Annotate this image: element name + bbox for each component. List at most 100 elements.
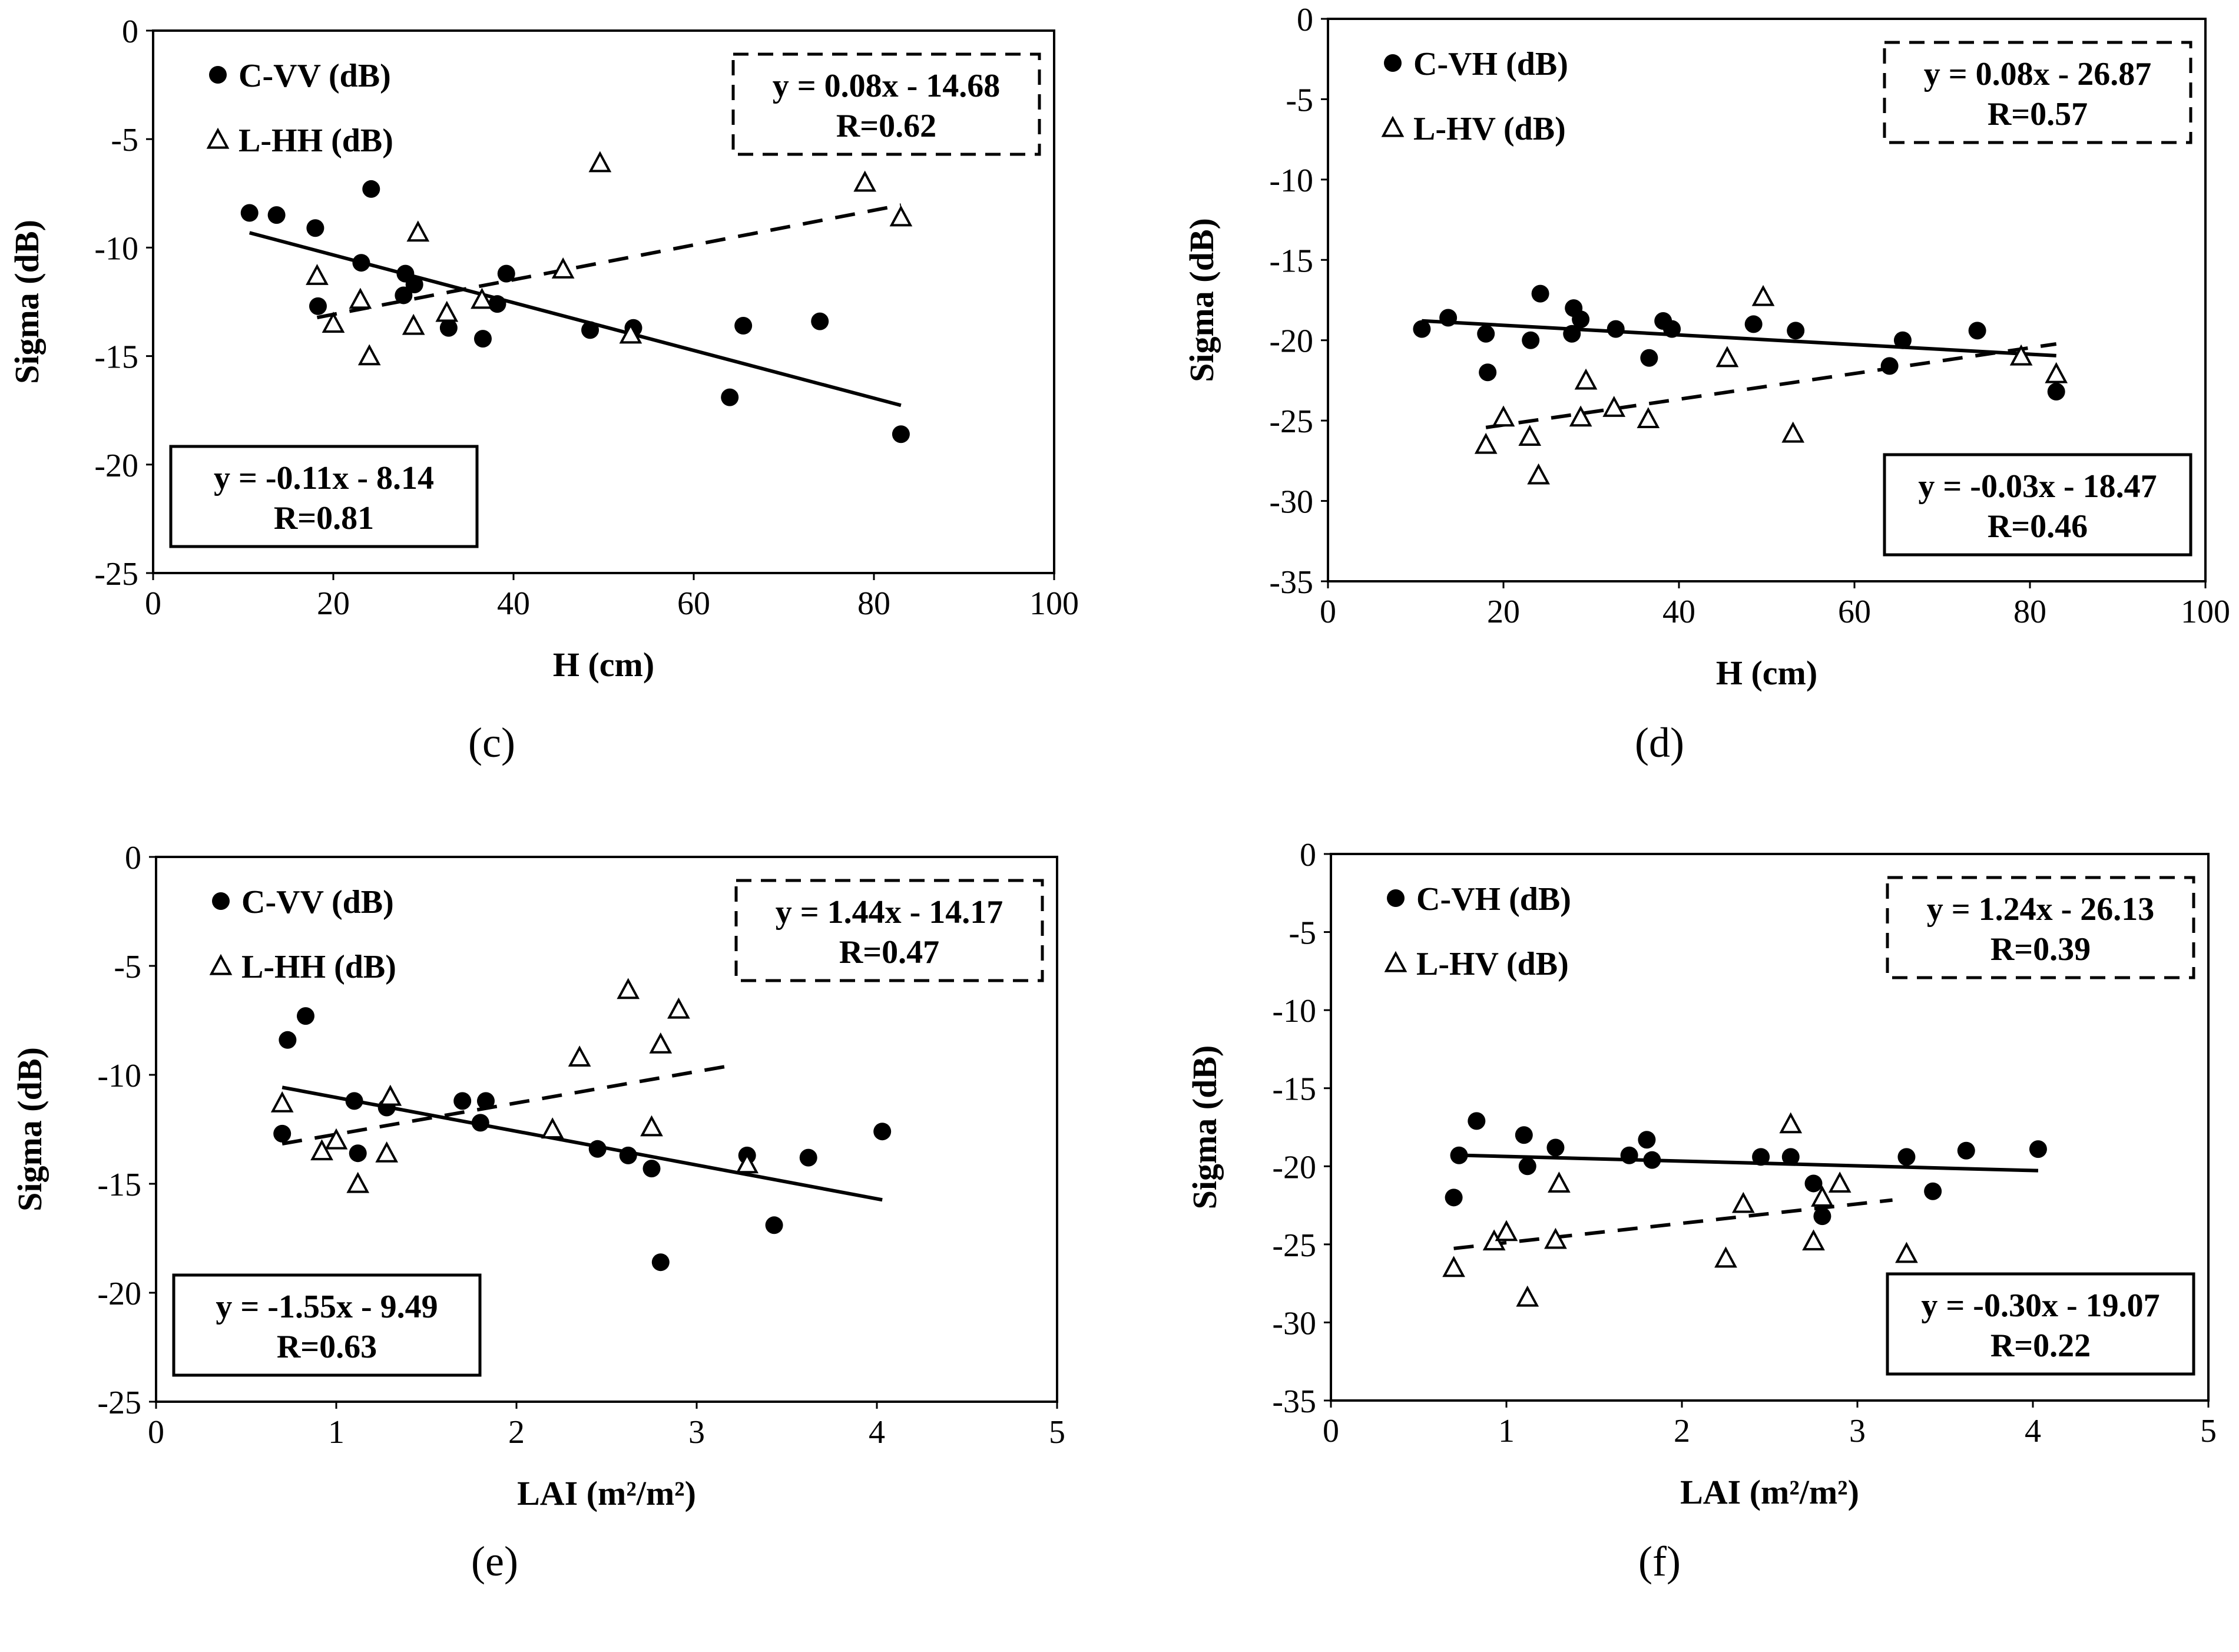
x-tick-label: 3 [1849, 1413, 1866, 1449]
data-point-circle [1477, 325, 1495, 343]
y-tick-label: -10 [94, 230, 138, 267]
data-point-circle [473, 330, 492, 348]
legend-label: C-VH (dB) [1413, 46, 1568, 82]
y-tick-label: -15 [97, 1167, 141, 1203]
data-point-triangle [736, 1152, 759, 1174]
data-point-triangle [406, 220, 430, 242]
y-tick-label: -5 [111, 122, 138, 158]
data-point-triangle [375, 1141, 399, 1163]
data-point-triangle [324, 1128, 348, 1150]
correlation-r: R=0.63 [277, 1329, 377, 1365]
data-point-triangle [568, 1045, 591, 1067]
data-point-triangle [1544, 1227, 1567, 1249]
y-tick-label: -5 [114, 949, 141, 985]
equation-box [731, 52, 1041, 156]
trend-line-dashed [1453, 1198, 1893, 1250]
y-axis-label: Sigma (dB) [8, 220, 46, 384]
data-point-triangle [379, 1084, 402, 1106]
data-point-circle [439, 319, 458, 337]
x-tick-label: 2 [1674, 1413, 1690, 1449]
x-tick-label: 4 [2025, 1413, 2041, 1449]
y-axis-label: Sigma (dB) [1185, 1045, 1224, 1210]
data-point-triangle [1751, 284, 1775, 306]
legend-marker [209, 66, 227, 84]
legend-marker [1387, 889, 1405, 907]
data-point-triangle [1574, 368, 1598, 390]
y-tick-label: -5 [1289, 915, 1316, 952]
data-point-circle [1479, 363, 1497, 382]
data-point-circle [405, 276, 423, 294]
legend-marker [206, 127, 230, 149]
y-tick-label: 0 [1297, 2, 1313, 38]
panel-caption: (e) [471, 1538, 518, 1585]
data-point-circle [497, 264, 515, 283]
correlation-r: R=0.47 [839, 934, 939, 971]
data-point-circle [267, 206, 286, 224]
legend-marker [209, 954, 233, 975]
legend-marker [1381, 115, 1405, 137]
data-point-triangle [1492, 405, 1515, 427]
data-point-circle [1638, 1131, 1656, 1149]
data-point-circle [1924, 1182, 1942, 1200]
data-point-triangle [1715, 346, 1739, 368]
x-tick-label: 2 [508, 1414, 525, 1451]
data-point-circle [309, 297, 327, 315]
data-point-circle [395, 286, 413, 304]
data-point-triangle [640, 1115, 663, 1137]
x-tick-label: 0 [1323, 1413, 1339, 1449]
regression-equation: y = 1.44x - 14.17 [776, 894, 1003, 931]
x-tick-label: 60 [677, 585, 710, 622]
x-tick-label: 5 [1049, 1414, 1065, 1451]
y-tick-label: -15 [94, 339, 138, 376]
x-axis-label: H (cm) [553, 645, 654, 684]
y-tick-label: 0 [122, 14, 138, 50]
trend-line-solid [249, 231, 902, 408]
data-point-circle [1781, 1148, 1800, 1166]
data-point-circle [306, 219, 324, 237]
data-point-circle [721, 388, 739, 406]
data-point-circle [1522, 331, 1540, 349]
data-point-triangle [270, 1091, 294, 1113]
regression-equation: y = -0.11x - 8.14 [214, 460, 434, 496]
y-tick-label: 0 [1300, 837, 1316, 873]
plot-frame [1330, 853, 2210, 1402]
chart-svg: 0 1 2 3 4 5 0 -5 -10 -15 -20 -25 LAI (m²/m²) Sigma (d… [11, 840, 1065, 1512]
data-point-circle [345, 1092, 363, 1110]
data-point-circle [1620, 1146, 1638, 1164]
data-point-circle [619, 1146, 637, 1164]
x-tick-label: 3 [688, 1414, 705, 1451]
data-point-triangle [1779, 1112, 1803, 1134]
trend-line-dashed [316, 203, 902, 320]
equation-box [1883, 41, 2192, 144]
data-point-triangle [1731, 1191, 1755, 1213]
x-tick-label: 40 [1662, 594, 1695, 630]
data-point-triangle [471, 287, 493, 309]
data-point-circle [1572, 310, 1590, 329]
data-point-triangle [402, 313, 425, 335]
trend-line-dashed [281, 1063, 733, 1146]
data-point-triangle [1527, 463, 1550, 485]
legend-label: C-VV (dB) [239, 58, 391, 94]
data-point-circle [1787, 322, 1805, 340]
data-point-triangle [349, 287, 372, 309]
data-point-triangle [306, 264, 329, 285]
y-tick-label: -25 [1272, 1227, 1316, 1264]
y-tick-label: -20 [94, 448, 138, 484]
plot-frame [155, 856, 1058, 1403]
data-point-circle [471, 1114, 489, 1132]
legend-label: C-VV (dB) [241, 884, 394, 921]
data-point-circle [1515, 1126, 1533, 1144]
chart-panel-d: 0 20 40 60 80 100 0 -5 -10 -15 -20 -25 -30 -35 H (cm) S… [1119, 0, 2238, 825]
data-point-circle [240, 204, 259, 222]
y-tick-label: -35 [1269, 564, 1313, 601]
data-point-circle [352, 254, 370, 272]
y-tick-label: -15 [1272, 1071, 1316, 1108]
data-point-circle [488, 295, 506, 313]
data-point-triangle [2045, 362, 2068, 383]
equation-box [172, 1273, 482, 1377]
data-point-circle [1531, 284, 1549, 303]
data-point-circle [765, 1216, 783, 1234]
data-point-circle [581, 321, 600, 339]
x-tick-label: 60 [1838, 594, 1871, 630]
data-point-circle [1445, 1188, 1463, 1207]
